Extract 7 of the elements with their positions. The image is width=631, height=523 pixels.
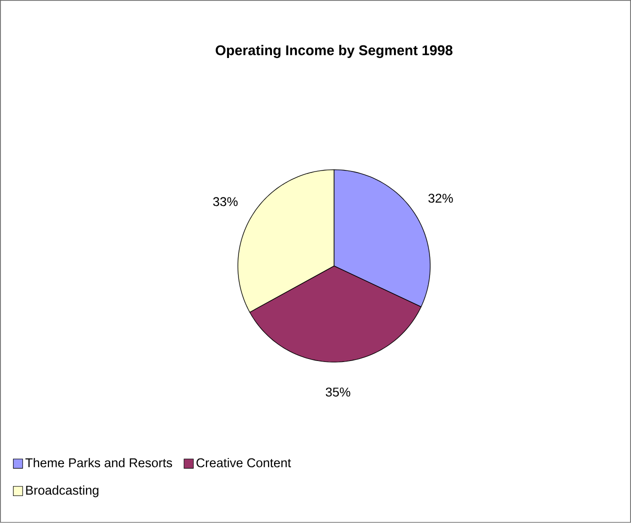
data-label: 32% bbox=[428, 194, 453, 203]
legend-label: Broadcasting bbox=[26, 486, 98, 498]
legend-label: Creative Content bbox=[196, 458, 291, 468]
legend-label: Theme Parks and Resorts bbox=[25, 458, 172, 468]
chart-title: Operating Income by Segment 1998 bbox=[216, 45, 452, 58]
data-label: 35% bbox=[326, 388, 350, 397]
data-label: 33% bbox=[213, 197, 238, 206]
